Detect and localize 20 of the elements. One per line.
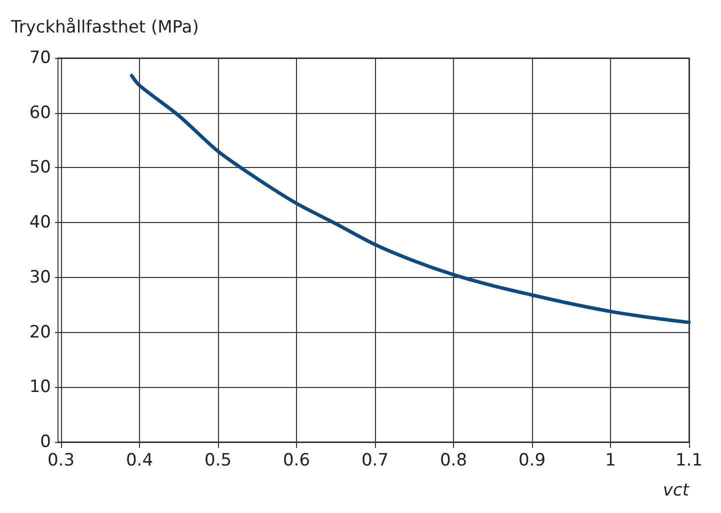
x-tick-label: 1 [605, 450, 616, 470]
y-tick-label: 70 [29, 48, 51, 68]
x-tick-label: 0.6 [282, 450, 310, 470]
x-tick-label: 0.4 [126, 450, 154, 470]
y-tick-label: 10 [29, 377, 51, 398]
x-tick-label: 0.3 [47, 450, 75, 470]
x-tick-label: 0.9 [518, 450, 546, 470]
y-axis-title: Tryckhållfasthet (MPa) [10, 18, 199, 38]
y-tick-label: 50 [29, 158, 51, 178]
y-tick-label: 20 [29, 322, 51, 342]
line-series [130, 74, 691, 324]
y-tick-label: 0 [40, 432, 51, 452]
x-tick-label: 1.1 [675, 450, 703, 470]
y-tick-label: 40 [29, 212, 51, 233]
y-tick-label: 60 [29, 102, 51, 123]
x-tick-label: 0.7 [361, 450, 389, 470]
x-axis-title: vct [662, 480, 690, 500]
x-tick-label: 0.5 [204, 450, 232, 470]
y-tick-label: 30 [29, 267, 51, 288]
x-tick-label: 0.8 [440, 450, 468, 470]
